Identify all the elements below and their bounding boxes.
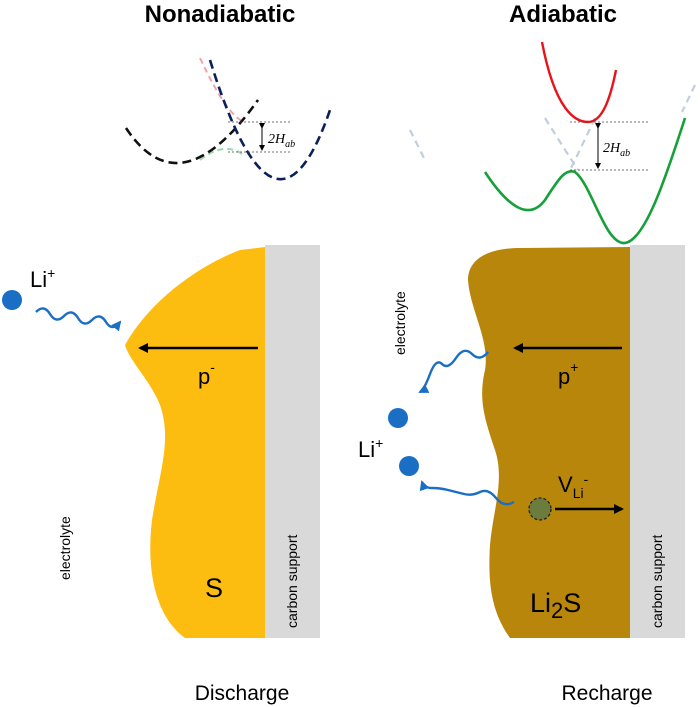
left-li-label: Li+ — [30, 265, 55, 292]
right-carbon-support — [630, 245, 685, 638]
right-ion-migration-arrow-2 — [419, 480, 515, 506]
right-upper-adiabatic-curve — [540, 41, 618, 124]
vacancy-label: VLi- — [558, 471, 589, 501]
left-energy-diagram: 2Hab — [124, 57, 332, 181]
left-support-label: carbon support — [284, 534, 300, 628]
right-support-label: carbon support — [649, 534, 665, 628]
left-title: Nonadiabatic — [145, 1, 296, 28]
right-electrolyte-label: electrolyte — [392, 291, 408, 355]
right-li-ion-1 — [388, 408, 408, 428]
left-carbon-support — [265, 245, 320, 638]
left-diabatic-curve-b — [208, 59, 332, 181]
lithium-sulfide-particle — [468, 247, 630, 638]
left-panel: Nonadiabatic 2Hab carbon support p- S L — [2, 1, 332, 705]
recharge-caption: Recharge — [561, 682, 652, 705]
right-polarization-label: p+ — [558, 359, 578, 389]
right-li-ion-2 — [399, 456, 419, 476]
right-panel: Adiabatic 2Hab carbon support p+ — [358, 1, 696, 705]
right-ion-migration-arrow-1 — [418, 349, 489, 394]
right-title: Adiabatic — [509, 1, 617, 28]
right-lower-adiabatic-curve — [483, 117, 687, 245]
left-coupling-label: 2Hab — [268, 132, 295, 150]
lithium-sulfide-label: Li2S — [530, 588, 581, 623]
right-coupling-label: 2Hab — [603, 141, 630, 159]
sulfur-particle — [125, 247, 265, 638]
right-energy-diagram: 2Hab — [409, 41, 696, 245]
left-electrolyte-label: electrolyte — [57, 516, 73, 580]
left-polarization-label: p- — [198, 359, 215, 389]
right-li-label: Li+ — [358, 435, 383, 462]
left-li-ion — [2, 290, 22, 310]
discharge-caption: Discharge — [195, 682, 290, 705]
left-ion-migration-arrow — [35, 307, 122, 332]
left-diabatic-curve-a — [124, 99, 260, 165]
left-lower-curve-faint — [199, 148, 246, 161]
lithium-vacancy — [528, 497, 552, 521]
left-upper-curve-faint — [199, 57, 246, 123]
sulfur-label: S — [205, 573, 223, 603]
